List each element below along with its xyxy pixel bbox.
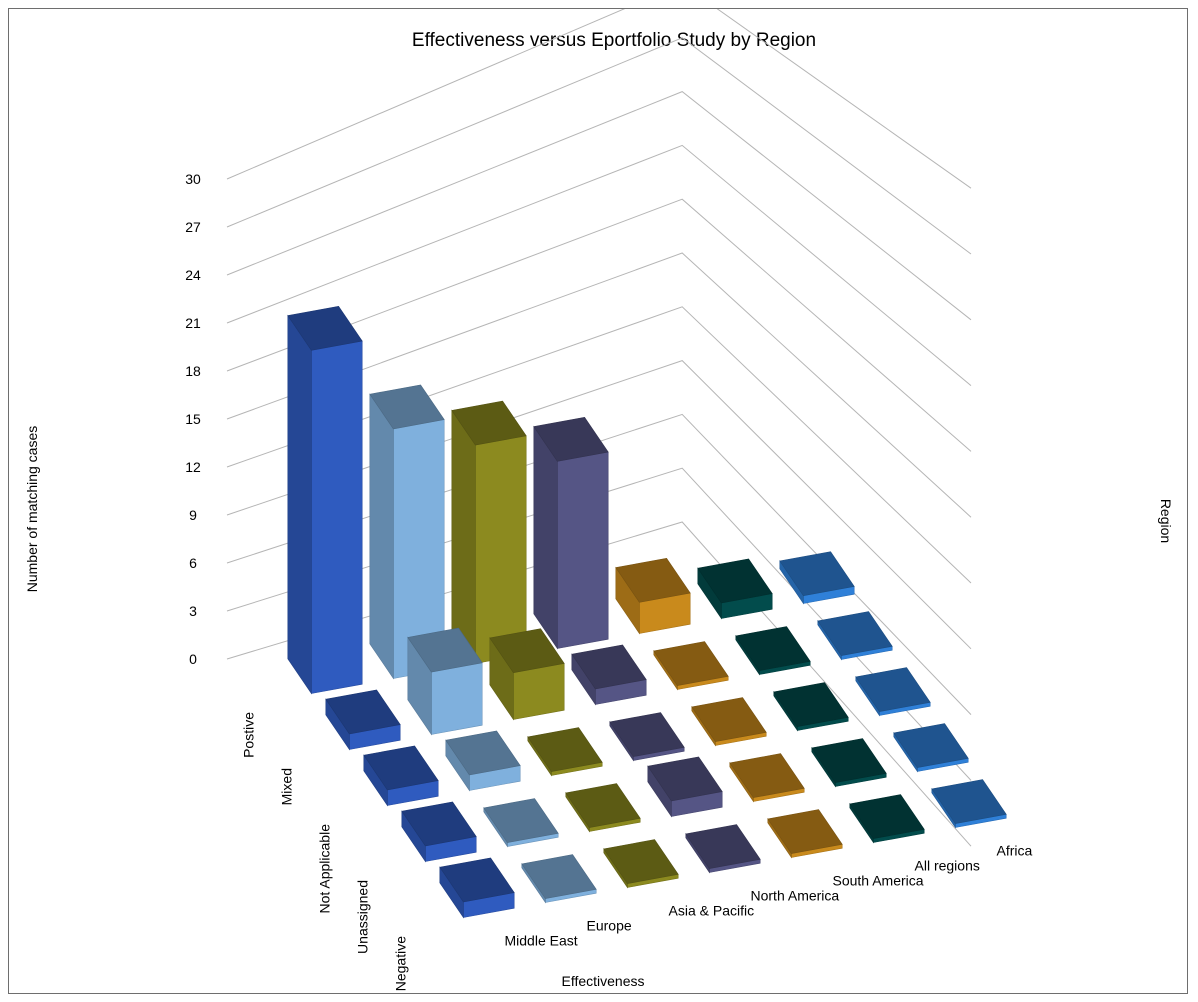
y-tick-label: 6 (189, 555, 197, 571)
gridline (226, 9, 972, 189)
y-tick-label: 30 (185, 171, 201, 187)
bar-south-america-unassigned (729, 753, 805, 803)
bar-north-america-mixed (571, 644, 647, 706)
z-axis-label: Region (1158, 499, 1174, 543)
chart-title: Effectiveness versus Eportfolio Study by… (412, 30, 816, 51)
x-axis-label: Effectiveness (561, 973, 644, 989)
bar-europe-negative (521, 854, 597, 904)
x-category-label: Postive (241, 712, 257, 758)
bar-all-regions-mixed (735, 626, 811, 676)
y-tick-label: 27 (185, 219, 201, 235)
y-tick-label: 3 (189, 603, 197, 619)
bar-middle-east-negative (439, 857, 515, 919)
bar-europe-mixed (407, 627, 483, 736)
bar-north-america-postive (533, 416, 609, 650)
bar-africa-unassigned (893, 723, 969, 773)
z-series-label: North America (751, 888, 840, 904)
y-tick-label: 9 (189, 507, 197, 523)
bar-asia-pacific-negative (603, 839, 679, 889)
bar-middle-east-postive (287, 305, 363, 695)
bar-middle-east-not-applicable (363, 745, 439, 807)
gridline (226, 252, 972, 518)
z-series-label: Middle East (505, 933, 578, 949)
y-tick-label: 15 (185, 411, 201, 427)
bar-north-america-not-applicable (609, 712, 685, 762)
bar-south-america-negative (767, 809, 843, 859)
bar-middle-east-mixed (325, 689, 401, 751)
bar-africa-negative (931, 779, 1007, 829)
bar-south-america-not-applicable (691, 697, 767, 747)
y-tick-label: 12 (185, 459, 201, 475)
y-tick-label: 18 (185, 363, 201, 379)
bar-asia-pacific-postive (451, 400, 527, 665)
bar-south-america-postive (615, 557, 691, 635)
gridline (226, 144, 972, 386)
y-tick-label: 21 (185, 315, 201, 331)
bars (287, 305, 1007, 919)
bar-north-america-negative (685, 824, 761, 874)
chart-canvas: Effectiveness versus Eportfolio Study by… (24, 9, 1174, 991)
bar-all-regions-not-applicable (773, 682, 849, 732)
bar-all-regions-negative (849, 794, 925, 844)
bar-africa-postive (779, 551, 855, 605)
bar-africa-mixed (817, 611, 893, 661)
bar-south-america-mixed (653, 641, 729, 691)
chart-frame: Effectiveness versus Eportfolio Study by… (8, 8, 1188, 994)
gridline (226, 91, 972, 321)
y-tick-labels: 0 3 6 9 12 15 18 21 24 27 30 (185, 171, 201, 667)
x-category-label: Mixed (279, 768, 295, 805)
bar-middle-east-unassigned (401, 801, 477, 863)
y-tick-label: 0 (189, 651, 197, 667)
z-series-label: Africa (997, 843, 1033, 859)
x-category-labels: Postive Mixed Not Applicable Unassigned Nega… (241, 712, 409, 991)
z-series-label: All regions (915, 858, 980, 874)
bar-all-regions-unassigned (811, 738, 887, 788)
z-series-label: South America (833, 873, 924, 889)
z-series-label: Europe (587, 918, 632, 934)
bar-europe-not-applicable (445, 730, 521, 792)
y-axis-label: Number of matching cases (24, 426, 40, 593)
bar-asia-pacific-unassigned (565, 783, 641, 833)
bar-asia-pacific-not-applicable (527, 727, 603, 777)
gridline (226, 37, 972, 255)
bar-asia-pacific-mixed (489, 628, 565, 721)
bar-all-regions-postive (697, 558, 773, 620)
x-category-label: Negative (393, 936, 409, 991)
bar-africa-not-applicable (855, 667, 931, 717)
y-tick-label: 24 (185, 267, 201, 283)
bar-europe-unassigned (483, 798, 559, 848)
x-category-label: Not Applicable (317, 824, 333, 914)
gridline (226, 198, 972, 452)
z-series-label: Asia & Pacific (669, 903, 755, 919)
bar-north-america-unassigned (647, 756, 723, 818)
x-category-label: Unassigned (355, 880, 371, 954)
